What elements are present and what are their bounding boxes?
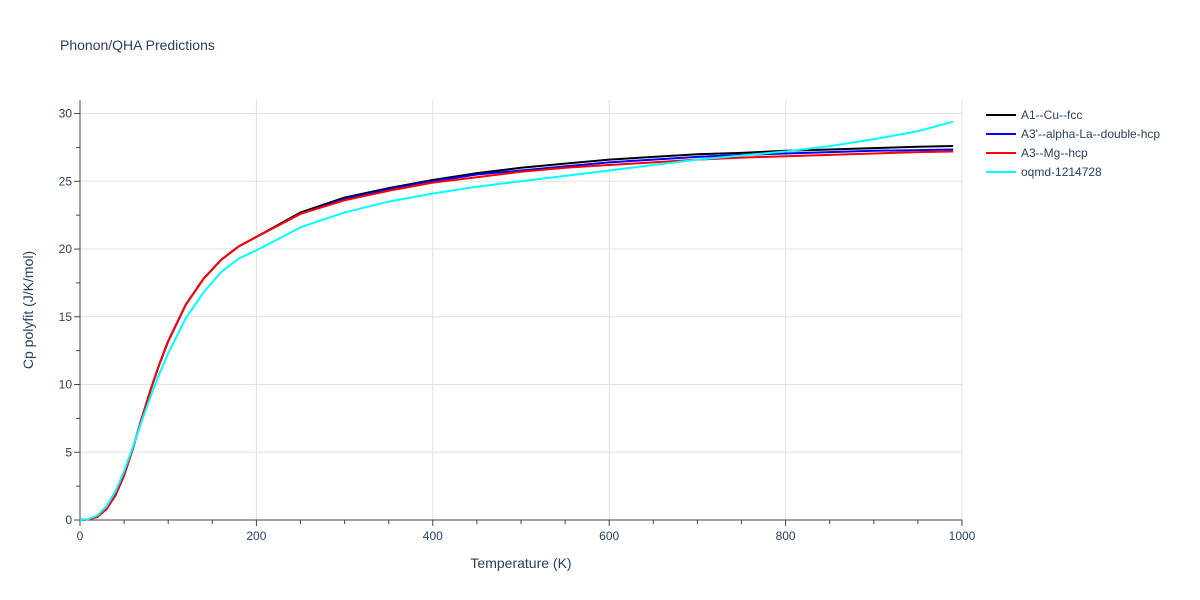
legend-label: A3'--alpha-La--double-hcp <box>1021 127 1160 141</box>
legend-label: A1--Cu--fcc <box>1021 108 1082 122</box>
y-tick-label: 0 <box>65 513 72 527</box>
legend-item[interactable]: A3'--alpha-La--double-hcp <box>986 127 1160 141</box>
axes: 0 200 400 600 800 1000 0 5 10 15 20 25 30 <box>59 100 976 543</box>
x-tick-label: 400 <box>423 529 443 543</box>
y-tick-label: 15 <box>59 310 73 324</box>
chart-title: Phonon/QHA Predictions <box>60 37 215 53</box>
x-tick-label: 200 <box>246 529 266 543</box>
series-line[interactable] <box>79 145 954 521</box>
legend-item[interactable]: A3--Mg--hcp <box>986 146 1088 160</box>
y-tick-label: 5 <box>65 445 72 459</box>
legend[interactable]: A1--Cu--fcc A3'--alpha-La--double-hcp A3--… <box>986 108 1160 179</box>
y-tick-label: 20 <box>59 242 73 256</box>
y-tick-label: 30 <box>59 107 73 121</box>
series-layer <box>79 120 954 521</box>
x-tick-label: 600 <box>599 529 619 543</box>
legend-label: oqmd-1214728 <box>1021 165 1102 179</box>
series-line[interactable] <box>79 148 954 521</box>
series-line[interactable] <box>79 120 954 521</box>
grid <box>80 100 963 520</box>
x-tick-label: 0 <box>77 529 84 543</box>
series-line[interactable] <box>79 150 954 521</box>
x-tick-label: 800 <box>776 529 796 543</box>
legend-item[interactable]: oqmd-1214728 <box>986 165 1102 179</box>
legend-item[interactable]: A1--Cu--fcc <box>986 108 1082 122</box>
legend-label: A3--Mg--hcp <box>1021 146 1088 160</box>
x-tick-label: 1000 <box>949 529 976 543</box>
y-axis-title: Cp polyfit (J/K/mol) <box>20 251 36 369</box>
y-tick-label: 10 <box>59 378 73 392</box>
y-tick-label: 25 <box>59 174 73 188</box>
x-axis-title: Temperature (K) <box>470 555 571 571</box>
